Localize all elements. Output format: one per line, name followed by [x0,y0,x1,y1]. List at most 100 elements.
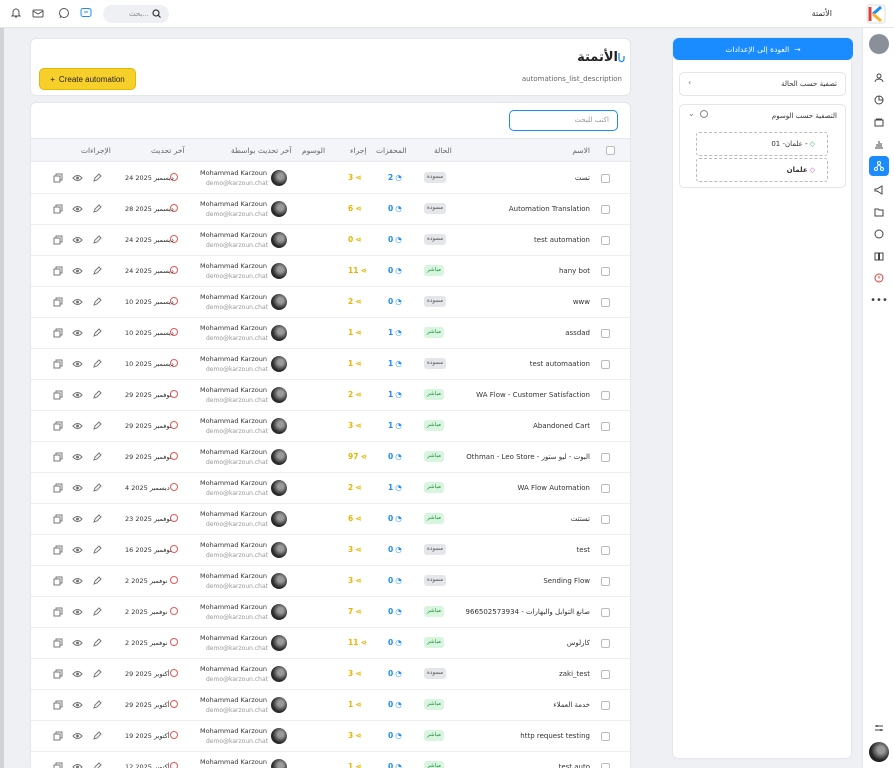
edit-icon[interactable] [92,700,102,710]
tag-item[interactable]: علمان ◇ [696,158,828,182]
row-checkbox[interactable] [601,701,610,710]
edit-icon[interactable] [92,669,102,679]
automation-name[interactable]: test [576,546,590,554]
automation-name[interactable]: 966502573934 - صانع التوابل والبهارات [465,608,590,616]
automation-name[interactable]: Abandoned Cart [533,422,590,430]
edit-icon[interactable] [92,359,102,369]
edit-icon[interactable] [92,266,102,276]
chart-pie-icon[interactable] [869,90,889,110]
edit-icon[interactable] [92,483,102,493]
eye-icon[interactable] [72,669,83,679]
eye-icon[interactable] [72,328,83,338]
folder-icon[interactable] [869,202,889,222]
mail-icon[interactable] [32,7,46,21]
table-row[interactable]: Abandoned Cart مباشر 1 ◔ 3 ⋖ Mohammad Karzoun d… [31,411,630,442]
eye-icon[interactable] [72,638,83,648]
copy-icon[interactable] [53,700,63,710]
automation-name[interactable]: zaki_test [559,670,590,678]
eye-icon[interactable] [72,545,83,555]
edit-icon[interactable] [92,576,102,586]
row-checkbox[interactable] [601,484,610,493]
row-checkbox[interactable] [601,422,610,431]
book-icon[interactable] [869,246,889,266]
copy-icon[interactable] [53,266,63,276]
copy-icon[interactable] [53,452,63,462]
user-avatar[interactable] [869,742,889,762]
table-row[interactable]: http request testing مباشر 0 ◔ 3 ⋖ Mohammad Ka… [31,721,630,752]
table-row[interactable]: 966502573934 - صانع التوابل والبهارات مبا… [31,597,630,628]
row-checkbox[interactable] [601,205,610,214]
automation-name[interactable]: تست [574,174,590,182]
table-row[interactable]: WA Flow - Customer Satisfaction مباشر 1 ◔ 2 ⋖… [31,380,630,411]
row-checkbox[interactable] [601,763,610,768]
automation-name[interactable]: Othman - Leo Store - البوت - ليو ستور [466,453,590,461]
copy-icon[interactable] [53,204,63,214]
copy-icon[interactable] [53,483,63,493]
automation-name[interactable]: Automation Translation [508,205,590,213]
row-checkbox[interactable] [601,732,610,741]
row-checkbox[interactable] [601,608,610,617]
user-icon[interactable] [869,68,889,88]
sliders-icon[interactable] [869,718,889,738]
eye-icon[interactable] [72,514,83,524]
eye-icon[interactable] [72,235,83,245]
eye-icon[interactable] [72,297,83,307]
eye-icon[interactable] [72,700,83,710]
row-checkbox[interactable] [601,670,610,679]
edit-icon[interactable] [92,607,102,617]
copy-icon[interactable] [53,359,63,369]
row-checkbox[interactable] [601,546,610,555]
copy-icon[interactable] [53,421,63,431]
eye-icon[interactable] [72,173,83,183]
automation-name[interactable]: test automaation [529,360,590,368]
row-checkbox[interactable] [601,577,610,586]
copy-icon[interactable] [53,731,63,741]
chevron-down-icon[interactable]: ⌄ [688,109,695,118]
copy-icon[interactable] [53,576,63,586]
chat-icon[interactable] [80,7,94,21]
more-icon[interactable]: ••• [870,294,888,306]
eye-icon[interactable] [72,452,83,462]
table-row[interactable]: Sending Flow مسودة 0 ◔ 3 ⋖ Mohammad Karzoun dem… [31,566,630,597]
edit-icon[interactable] [92,390,102,400]
automation-icon[interactable] [869,156,889,176]
copy-icon[interactable] [53,235,63,245]
automation-name[interactable]: كارلوس [566,639,590,647]
edit-icon[interactable] [92,452,102,462]
edit-icon[interactable] [92,762,102,768]
table-row[interactable]: zaki_test مسودة 0 ◔ 3 ⋖ Mohammad Karzoun demo@k… [31,659,630,690]
copy-icon[interactable] [53,762,63,768]
eye-icon[interactable] [72,390,83,400]
copy-icon[interactable] [53,638,63,648]
eye-icon[interactable] [72,266,83,276]
row-checkbox[interactable] [601,236,610,245]
row-checkbox[interactable] [601,360,610,369]
create-automation-button[interactable]: + Create automation [39,68,136,90]
automation-name[interactable]: WA Flow - Customer Satisfaction [476,391,590,399]
edit-icon[interactable] [92,297,102,307]
row-checkbox[interactable] [601,174,610,183]
bar-chart-icon[interactable] [869,134,889,154]
table-row[interactable]: Automation Translation مسودة 0 ◔ 6 ⋖ Mohammad … [31,194,630,225]
global-search[interactable]: بحث... [103,5,169,23]
row-checkbox[interactable] [601,639,610,648]
row-checkbox[interactable] [601,267,610,276]
row-checkbox[interactable] [601,329,610,338]
automation-name[interactable]: تستتت [570,515,590,523]
eye-icon[interactable] [72,607,83,617]
eye-icon[interactable] [72,483,83,493]
table-search-input[interactable]: اكتب للبحث [509,110,618,131]
copy-icon[interactable] [53,669,63,679]
table-row[interactable]: www مسودة 0 ◔ 2 ⋖ Mohammad Karzoun demo@karzoun… [31,287,630,318]
automation-name[interactable]: hany bot [558,267,590,275]
megaphone-icon[interactable] [869,180,889,200]
select-all-checkbox[interactable] [606,146,615,155]
eye-icon[interactable] [72,762,83,768]
automation-name[interactable]: assdad [565,329,590,337]
table-row[interactable]: assdad مباشر 1 ◔ 1 ⋖ Mohammad Karzoun demo@karz… [31,318,630,349]
edit-icon[interactable] [92,204,102,214]
row-checkbox[interactable] [601,391,610,400]
tag-item[interactable]: علمان- 01 - ◇ [696,132,828,156]
copy-icon[interactable] [53,390,63,400]
